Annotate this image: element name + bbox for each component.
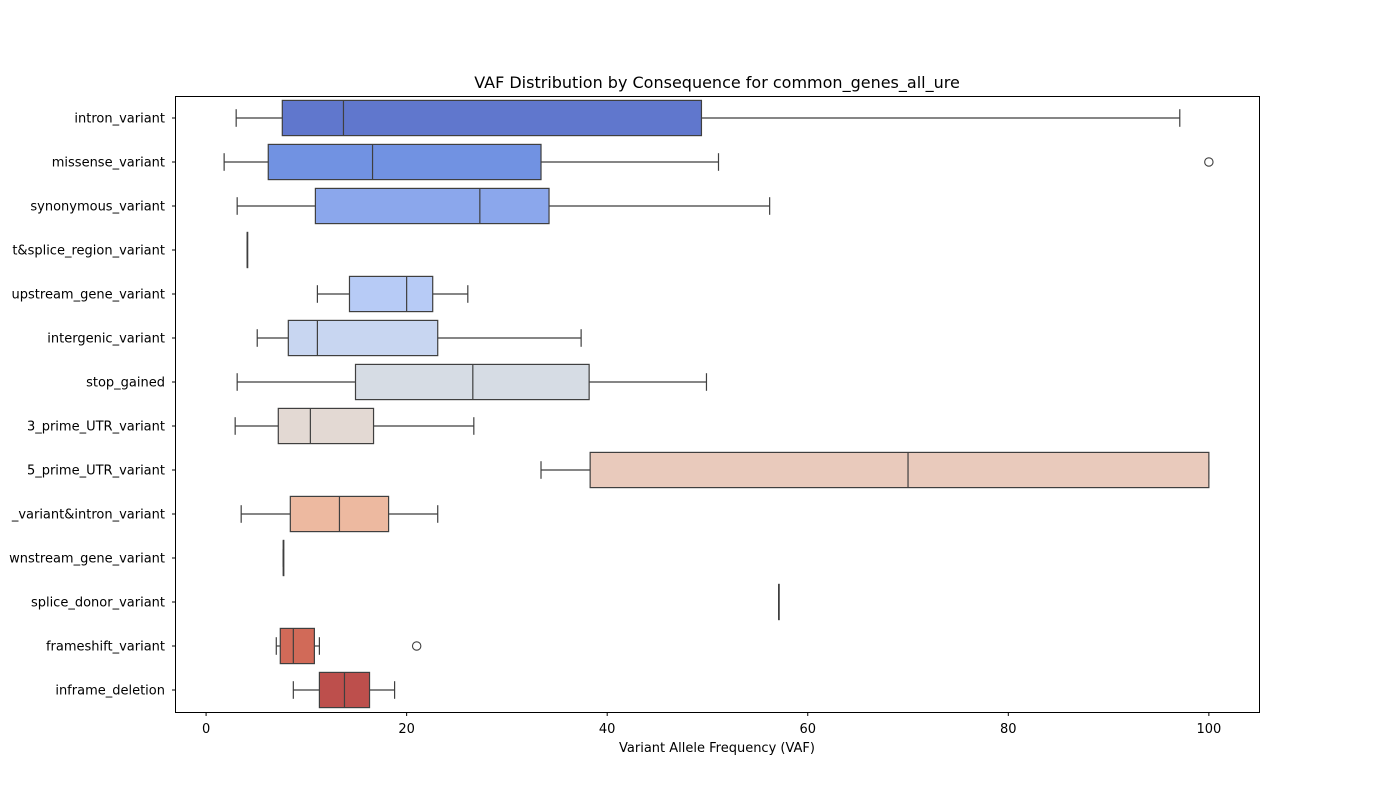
box-group [316,275,469,313]
x-tick-label: 100 [1196,722,1221,737]
x-tick-label: 60 [799,722,816,737]
y-tick-label: t&splice_region_variant [12,244,165,259]
y-tick-label: inframe_deletion [55,684,165,699]
x-tick-label: 20 [398,722,415,737]
y-tick-label: 3_prime_UTR_variant [27,420,165,435]
box-iqr [267,143,542,181]
box-group [275,627,422,665]
box-iqr [279,627,315,665]
x-axis-label: Variant Allele Frequency (VAF) [619,741,815,756]
y-tick-label: missense_variant [52,156,165,171]
box-iqr [589,451,1210,489]
box-group [246,231,249,269]
box-group [256,319,582,357]
chart-title: VAF Distribution by Consequence for comm… [474,73,960,93]
box-iqr [287,319,439,357]
box-iqr [314,187,550,225]
y-tick-label: frameshift_variant [46,640,165,655]
plot-area [172,99,1214,716]
y-tick-label: intron_variant [74,112,165,127]
y-tick-label: 5_prime_UTR_variant [27,464,165,479]
box-group [778,583,780,621]
x-tick-label: 80 [1000,722,1017,737]
box-group [234,407,475,445]
outlier-point [1204,157,1214,167]
box-group [235,99,1181,137]
box-group [282,539,285,577]
box-group [236,187,771,225]
box-group [540,451,1210,489]
x-tick-label: 40 [599,722,616,737]
x-tick-label: 0 [202,722,210,737]
y-tick-label: wnstream_gene_variant [9,552,165,567]
box-group [223,143,1214,181]
axes-frame [175,96,1260,713]
box-group [236,363,708,401]
outlier-point [411,641,422,651]
y-tick-label: splice_donor_variant [31,596,165,611]
box-group [240,495,439,533]
y-tick-label: synonymous_variant [30,200,165,215]
box-iqr [348,275,434,313]
box-iqr [277,407,375,445]
y-tick-label: intergenic_variant [47,332,165,347]
y-tick-label: stop_gained [86,376,165,391]
y-tick-label: _variant&intron_variant [11,508,165,523]
box-iqr [281,99,703,137]
y-tick-label: upstream_gene_variant [12,288,165,303]
box-group [292,671,396,709]
